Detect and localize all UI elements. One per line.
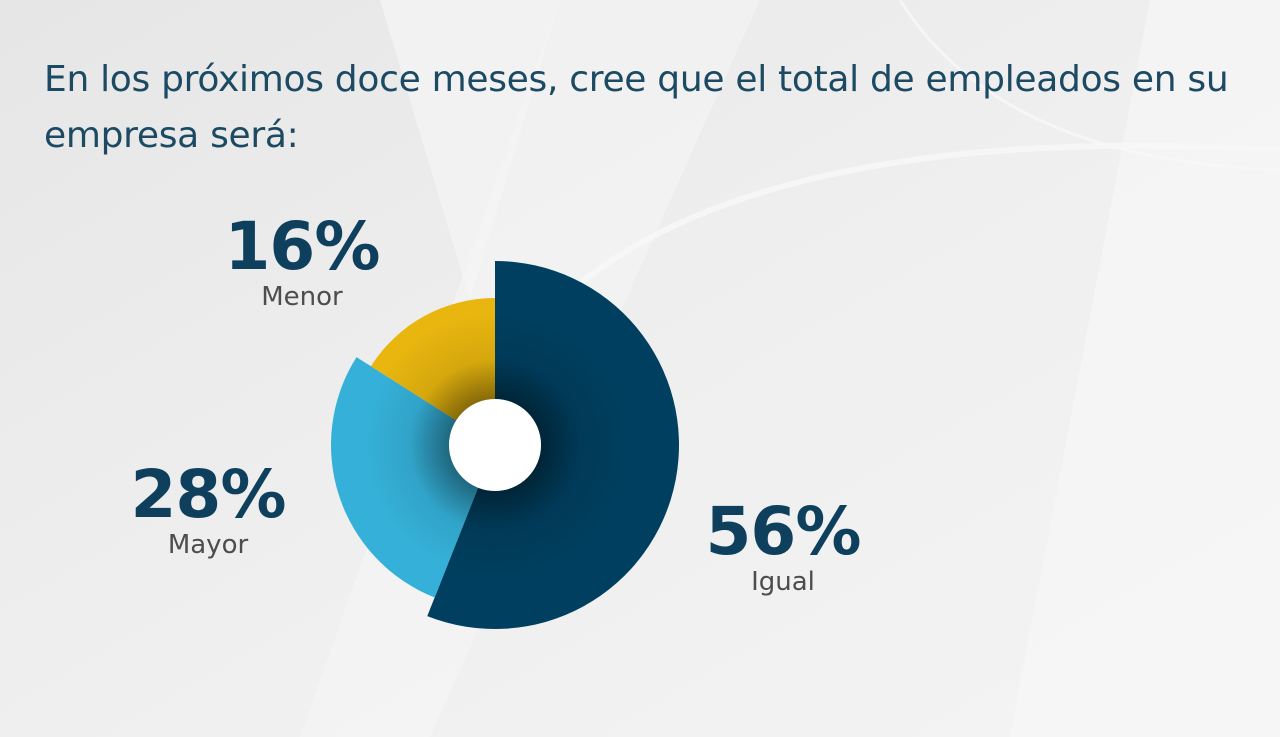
donut-hole: [449, 399, 541, 491]
slice-label-menor: Menor: [261, 282, 343, 312]
chart-title: En los próximos doce meses, cree que el …: [44, 59, 1229, 156]
slice-label-mayor: Mayor: [167, 530, 249, 560]
slice-value-menor: 16%: [224, 208, 381, 285]
slice-value-igual: 56%: [705, 493, 862, 570]
label-mayor: 28% Mayor: [130, 456, 287, 561]
label-menor: 16% Menor: [224, 208, 381, 313]
label-igual: 56% Igual: [705, 493, 862, 598]
slice-value-mayor: 28%: [130, 456, 287, 533]
slice-label-igual: Igual: [751, 567, 815, 597]
